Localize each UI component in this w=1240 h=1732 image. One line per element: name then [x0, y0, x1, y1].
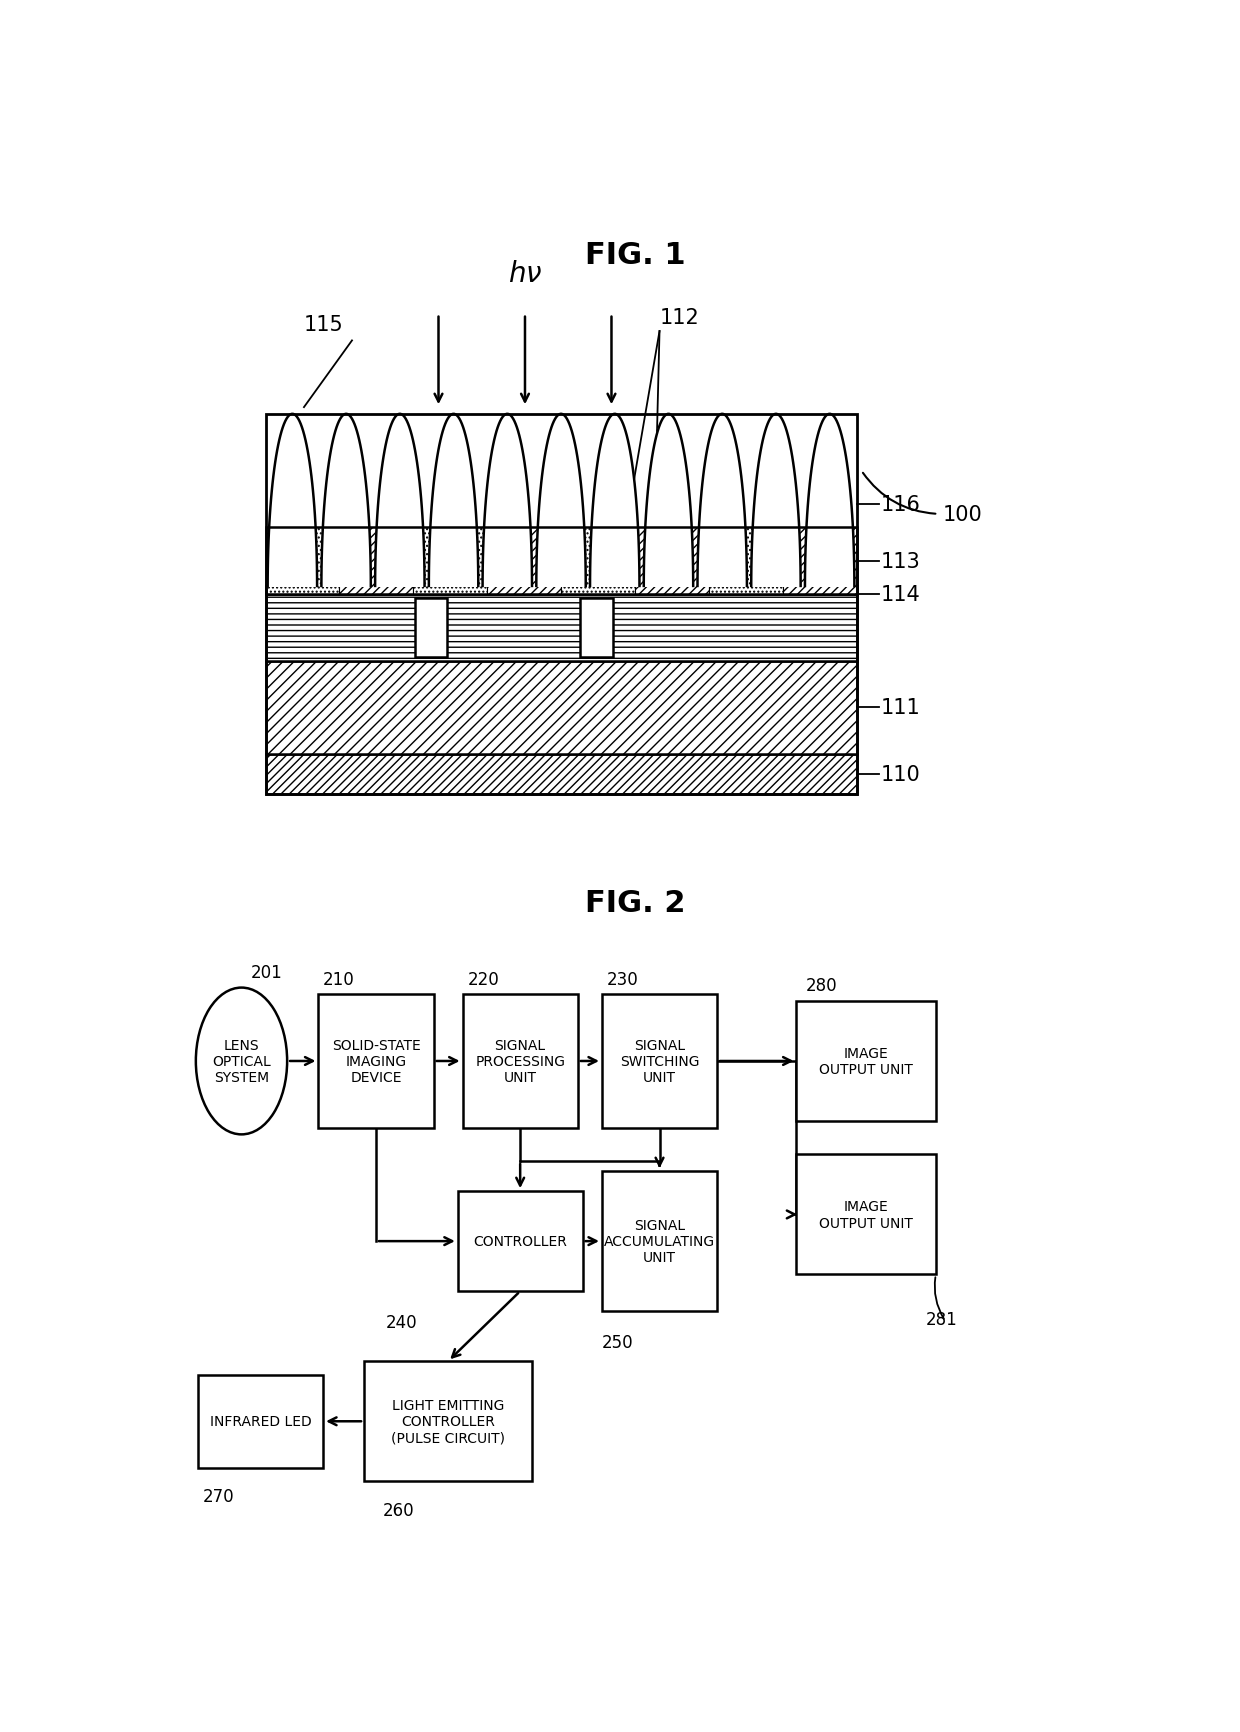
- Bar: [265, 414, 857, 795]
- Polygon shape: [590, 414, 640, 587]
- Text: 115: 115: [304, 315, 343, 334]
- Bar: [340, 528, 413, 594]
- Polygon shape: [537, 414, 585, 587]
- Text: 240: 240: [386, 1313, 418, 1332]
- Polygon shape: [805, 414, 854, 587]
- Text: SIGNAL
ACCUMULATING
UNIT: SIGNAL ACCUMULATING UNIT: [604, 1218, 715, 1264]
- Bar: [265, 594, 857, 662]
- Text: 230: 230: [606, 970, 639, 987]
- Bar: [796, 1155, 936, 1275]
- Text: LENS
OPTICAL
SYSTEM: LENS OPTICAL SYSTEM: [212, 1037, 270, 1084]
- Text: 201: 201: [250, 963, 283, 982]
- Polygon shape: [751, 414, 801, 587]
- Text: 270: 270: [203, 1488, 234, 1505]
- Polygon shape: [321, 414, 371, 587]
- Text: 250: 250: [601, 1334, 634, 1351]
- Bar: [413, 528, 487, 594]
- Bar: [265, 528, 340, 594]
- Text: 111: 111: [880, 698, 920, 719]
- Bar: [782, 528, 857, 594]
- Bar: [414, 599, 448, 656]
- Text: 112: 112: [660, 308, 699, 327]
- Bar: [319, 994, 434, 1128]
- Bar: [198, 1375, 324, 1469]
- Text: 116: 116: [880, 495, 920, 514]
- Text: FIG. 2: FIG. 2: [585, 889, 686, 916]
- Text: IMAGE
OUTPUT UNIT: IMAGE OUTPUT UNIT: [820, 1200, 913, 1230]
- Text: 114: 114: [880, 585, 920, 604]
- Bar: [265, 755, 857, 795]
- Bar: [458, 1192, 583, 1292]
- Bar: [560, 528, 635, 594]
- Bar: [265, 587, 857, 594]
- Text: h$\nu$: h$\nu$: [508, 260, 542, 288]
- Text: 280: 280: [806, 977, 838, 994]
- Text: 100: 100: [942, 504, 983, 525]
- Polygon shape: [482, 414, 532, 587]
- Bar: [580, 599, 613, 656]
- Bar: [796, 1001, 936, 1121]
- Text: 260: 260: [383, 1502, 415, 1519]
- Bar: [365, 1361, 532, 1481]
- Text: 220: 220: [467, 970, 498, 987]
- Text: INFRARED LED: INFRARED LED: [210, 1415, 311, 1429]
- Text: FIG. 1: FIG. 1: [585, 241, 686, 270]
- Polygon shape: [376, 414, 424, 587]
- Text: 281: 281: [926, 1309, 959, 1328]
- Bar: [265, 528, 857, 594]
- Text: IMAGE
OUTPUT UNIT: IMAGE OUTPUT UNIT: [820, 1046, 913, 1077]
- Text: SIGNAL
SWITCHING
UNIT: SIGNAL SWITCHING UNIT: [620, 1037, 699, 1084]
- Text: SIGNAL
PROCESSING
UNIT: SIGNAL PROCESSING UNIT: [475, 1037, 565, 1084]
- Bar: [601, 1171, 717, 1311]
- Bar: [601, 994, 717, 1128]
- Text: SOLID-STATE
IMAGING
DEVICE: SOLID-STATE IMAGING DEVICE: [331, 1037, 420, 1084]
- Polygon shape: [268, 414, 317, 587]
- Bar: [709, 528, 782, 594]
- Text: 210: 210: [324, 970, 355, 987]
- Text: LIGHT EMITTING
CONTROLLER
(PULSE CIRCUIT): LIGHT EMITTING CONTROLLER (PULSE CIRCUIT…: [391, 1398, 505, 1444]
- Bar: [487, 528, 560, 594]
- Ellipse shape: [196, 987, 288, 1134]
- Polygon shape: [429, 414, 479, 587]
- Bar: [635, 528, 709, 594]
- Bar: [265, 662, 857, 755]
- Text: CONTROLLER: CONTROLLER: [474, 1235, 567, 1249]
- Polygon shape: [697, 414, 746, 587]
- Text: 110: 110: [880, 764, 920, 785]
- Text: 113: 113: [880, 551, 920, 572]
- Bar: [463, 994, 578, 1128]
- Polygon shape: [644, 414, 693, 587]
